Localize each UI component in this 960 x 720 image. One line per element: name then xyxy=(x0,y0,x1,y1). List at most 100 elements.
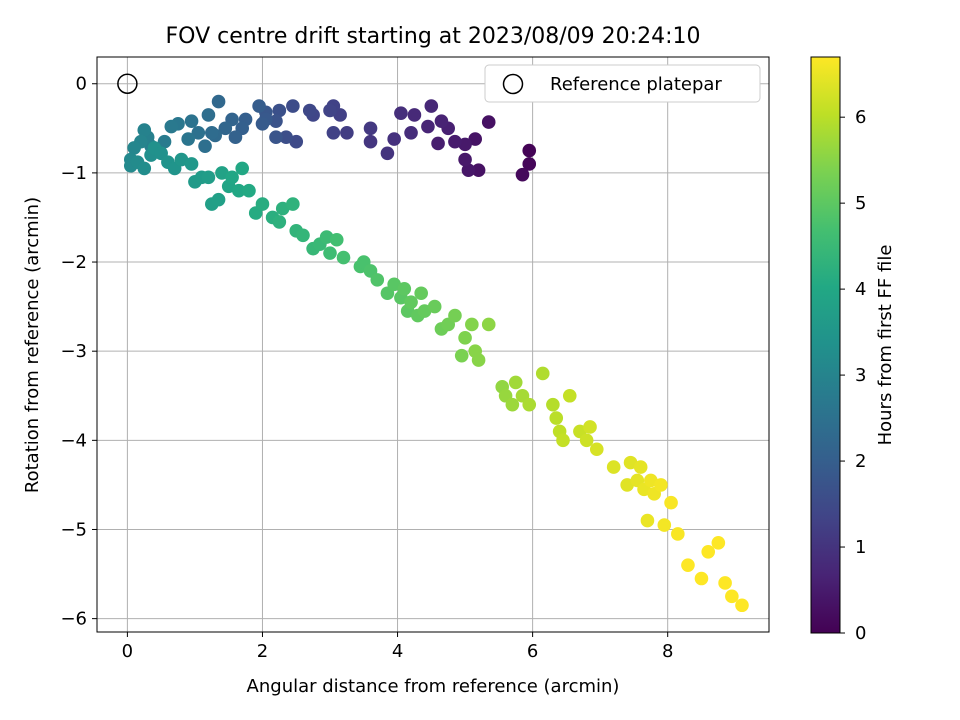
data-point xyxy=(414,286,428,301)
legend-entry-reference-platepar: Reference platepar xyxy=(550,74,722,95)
data-point xyxy=(579,433,594,448)
data-point xyxy=(211,94,226,109)
data-point xyxy=(387,277,401,292)
data-point xyxy=(431,136,445,151)
data-point xyxy=(421,119,435,134)
data-point xyxy=(633,460,648,474)
data-point xyxy=(549,411,564,425)
data-point xyxy=(184,157,199,171)
data-point xyxy=(191,125,206,140)
legend-box xyxy=(484,64,761,103)
data-point xyxy=(465,317,479,332)
data-point xyxy=(164,119,179,134)
data-point xyxy=(535,366,550,381)
data-point xyxy=(184,114,199,128)
reference-platepar-marker xyxy=(117,73,138,94)
data-point xyxy=(211,192,226,207)
data-point xyxy=(198,139,212,153)
data-point xyxy=(417,304,432,318)
reference-marker-layer xyxy=(117,73,138,94)
data-point xyxy=(329,232,344,247)
data-point xyxy=(275,201,290,216)
data-point xyxy=(454,348,469,363)
data-point xyxy=(508,375,523,390)
data-point xyxy=(289,134,304,149)
data-point xyxy=(664,495,678,510)
data-point xyxy=(701,544,716,559)
data-point xyxy=(286,99,300,113)
data-point xyxy=(326,125,341,140)
data-point xyxy=(556,433,570,448)
data-point xyxy=(269,130,283,145)
x-tick-label: 0 xyxy=(122,641,133,662)
colorbar-gradient xyxy=(810,56,841,634)
data-point xyxy=(232,183,246,198)
data-point xyxy=(174,152,189,167)
data-point xyxy=(279,130,293,145)
data-point xyxy=(255,197,270,211)
colorbar-ticks: 0 1 2 3 4 5 6 xyxy=(840,107,866,644)
y-tick-label: −3 xyxy=(60,341,87,362)
x-tick-label: 4 xyxy=(392,641,403,662)
y-tick-label: 0 xyxy=(76,74,87,95)
data-point xyxy=(205,125,219,140)
data-point xyxy=(228,130,243,145)
x-axis-label: Angular distance from reference (arcmin) xyxy=(247,676,620,697)
y-axis: 0 −1 −2 −3 −4 −5 −6 xyxy=(60,74,97,630)
data-point xyxy=(620,478,634,492)
data-point xyxy=(481,115,496,129)
colorbar-tick-label: 5 xyxy=(855,193,866,214)
data-point xyxy=(448,308,462,323)
data-point xyxy=(127,141,141,155)
data-point xyxy=(340,125,354,140)
x-tick-label: 8 xyxy=(662,641,673,662)
data-point xyxy=(562,388,577,403)
data-point xyxy=(640,513,655,528)
plot-frame xyxy=(96,56,770,633)
data-point xyxy=(522,397,537,412)
data-point xyxy=(255,117,270,131)
data-point xyxy=(397,281,412,296)
data-point xyxy=(657,518,672,532)
legend: Reference platepar xyxy=(484,64,761,103)
colorbar-label: Hours from first FF file xyxy=(875,245,896,446)
data-point xyxy=(468,132,483,146)
data-point xyxy=(644,473,658,488)
data-point xyxy=(458,331,472,345)
colorbar-tick-label: 0 xyxy=(855,623,866,644)
y-tick-label: −4 xyxy=(60,430,87,451)
data-point xyxy=(654,478,668,492)
data-point xyxy=(218,121,233,136)
data-point xyxy=(235,161,250,176)
data-point xyxy=(623,455,638,470)
data-point xyxy=(252,99,266,113)
data-point xyxy=(302,103,317,118)
data-point xyxy=(711,536,726,550)
data-point xyxy=(286,197,300,211)
data-point xyxy=(471,163,486,178)
y-tick-label: −5 xyxy=(60,519,87,540)
legend-reference-marker xyxy=(502,73,524,95)
data-point xyxy=(671,527,685,541)
data-point xyxy=(427,299,442,314)
data-points xyxy=(123,94,749,613)
data-point xyxy=(404,295,418,309)
data-point xyxy=(522,157,537,171)
data-point xyxy=(589,442,604,457)
data-point xyxy=(137,123,152,137)
x-tick-label: 2 xyxy=(257,641,268,662)
data-point xyxy=(434,114,449,128)
data-point xyxy=(387,132,401,146)
data-point xyxy=(505,397,520,412)
data-point xyxy=(725,589,739,604)
data-point xyxy=(458,152,472,167)
colorbar-tick-label: 1 xyxy=(855,537,866,558)
data-point xyxy=(323,103,337,118)
data-point xyxy=(272,103,287,118)
data-point xyxy=(606,460,621,474)
chart-title: FOV centre drift starting at 2023/08/09 … xyxy=(166,24,701,49)
data-point xyxy=(323,246,337,260)
data-point xyxy=(242,183,256,198)
y-tick-label: −6 xyxy=(60,609,87,630)
